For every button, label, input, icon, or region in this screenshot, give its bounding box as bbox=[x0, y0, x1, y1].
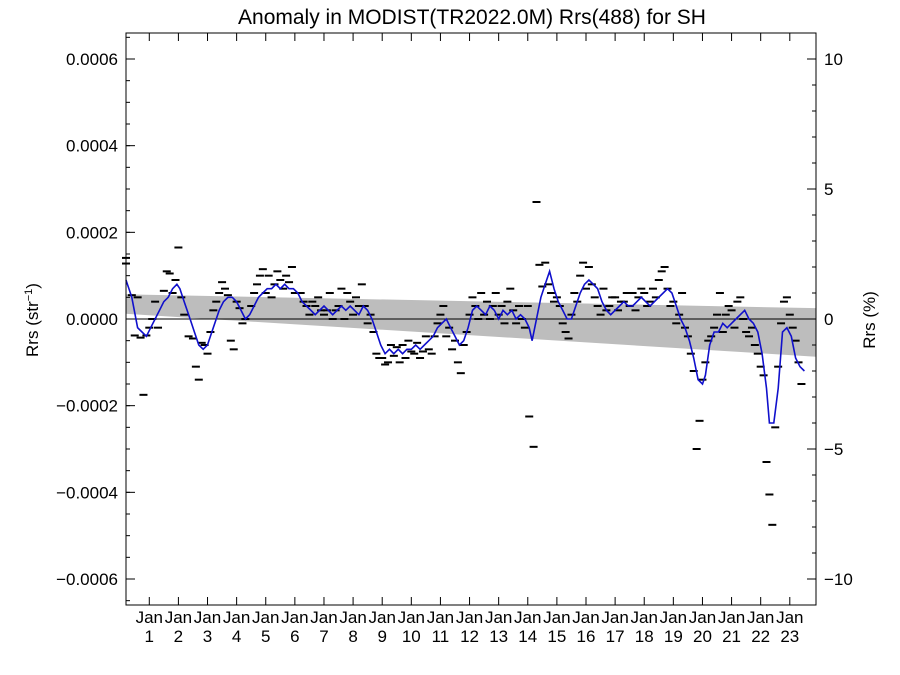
right-tick-label: −5 bbox=[824, 440, 843, 459]
x-tick-month-label: Jan bbox=[514, 608, 541, 627]
x-tick-month-label: Jan bbox=[223, 608, 250, 627]
left-axis: 0.0006 0.0004 0.0002 0.0000 −0.0002 −0.0004 −0… bbox=[56, 36, 135, 602]
x-tick-month-label: Jan bbox=[747, 608, 774, 627]
left-tick-label: −0.0004 bbox=[56, 483, 118, 502]
x-tick-month-label: Jan bbox=[165, 608, 192, 627]
left-tick-label: 0.0006 bbox=[66, 50, 118, 69]
x-tick-year-label: 11 bbox=[432, 627, 450, 646]
y-axis-label-left-end: ) bbox=[23, 283, 42, 289]
x-tick-month-label: Jan bbox=[194, 608, 221, 627]
left-tick-label: 0.0002 bbox=[66, 223, 118, 242]
x-tick-month-label: Jan bbox=[281, 608, 308, 627]
x-tick-year-label: 15 bbox=[547, 627, 566, 646]
left-tick-label: −0.0006 bbox=[56, 570, 118, 589]
x-tick-month-label: Jan bbox=[368, 608, 395, 627]
x-tick-month-label: Jan bbox=[543, 608, 570, 627]
x-tick-month-label: Jan bbox=[339, 608, 366, 627]
right-tick-label: 5 bbox=[824, 180, 833, 199]
left-tick-label: 0.0000 bbox=[66, 310, 118, 329]
x-tick-month-label: Jan bbox=[398, 608, 425, 627]
y-axis-label-right: Rrs (%) bbox=[860, 291, 879, 349]
x-tick-year-label: 7 bbox=[319, 627, 328, 646]
x-tick-year-label: 5 bbox=[261, 627, 270, 646]
x-tick-month-label: Jan bbox=[136, 608, 163, 627]
right-tick-label: −10 bbox=[824, 570, 853, 589]
chart-title: Anomaly in MODIST(TR2022.0M) Rrs(488) fo… bbox=[238, 6, 706, 29]
x-tick-year-label: 23 bbox=[780, 627, 799, 646]
x-tick-month-label: Jan bbox=[252, 608, 279, 627]
x-tick-month-label: Jan bbox=[631, 608, 658, 627]
x-tick-month-label: Jan bbox=[660, 608, 687, 627]
x-tick-month-label: Jan bbox=[601, 608, 628, 627]
x-tick-year-label: 18 bbox=[635, 627, 654, 646]
left-tick-label: 0.0004 bbox=[66, 137, 118, 156]
y-axis-label-left-sup: −1 bbox=[23, 289, 35, 302]
x-tick-year-label: 10 bbox=[402, 627, 421, 646]
right-tick-label: 0 bbox=[824, 310, 833, 329]
left-tick-label: −0.0002 bbox=[56, 397, 118, 416]
x-tick-month-label: Jan bbox=[427, 608, 454, 627]
x-tick-year-label: 22 bbox=[751, 627, 770, 646]
x-tick-year-label: 8 bbox=[348, 627, 357, 646]
x-tick-month-label: Jan bbox=[572, 608, 599, 627]
x-tick-year-label: 20 bbox=[693, 627, 712, 646]
uncertainty-band bbox=[126, 294, 816, 357]
x-tick-month-label: Jan bbox=[456, 608, 483, 627]
x-tick-year-label: 6 bbox=[290, 627, 299, 646]
x-tick-month-label: Jan bbox=[485, 608, 512, 627]
x-tick-year-label: 9 bbox=[377, 627, 386, 646]
right-tick-label: 10 bbox=[824, 50, 843, 69]
x-tick-year-label: 21 bbox=[722, 627, 741, 646]
x-tick-year-label: 4 bbox=[232, 627, 241, 646]
x-tick-month-label: Jan bbox=[689, 608, 716, 627]
y-axis-label-left: Rrs (str−1) bbox=[23, 283, 42, 357]
x-tick-year-label: 19 bbox=[664, 627, 683, 646]
series-line bbox=[125, 268, 805, 424]
x-tick-month-label: Jan bbox=[718, 608, 745, 627]
x-tick-year-label: 3 bbox=[203, 627, 212, 646]
smoothed-series bbox=[125, 268, 805, 424]
x-tick-year-label: 16 bbox=[577, 627, 596, 646]
x-tick-year-label: 12 bbox=[460, 627, 479, 646]
x-tick-month-label: Jan bbox=[310, 608, 337, 627]
x-axis: Jan1Jan2Jan3Jan4Jan5Jan6Jan7Jan8Jan9Jan1… bbox=[136, 33, 804, 646]
uncertainty-band-area bbox=[126, 294, 816, 357]
x-tick-month-label: Jan bbox=[776, 608, 803, 627]
data-markers bbox=[122, 201, 806, 526]
x-tick-year-label: 13 bbox=[489, 627, 508, 646]
right-axis: 10 5 0 −5 −10 bbox=[807, 32, 853, 606]
x-tick-year-label: 14 bbox=[518, 627, 537, 646]
y-axis-label-left-base: Rrs (str bbox=[23, 301, 42, 357]
x-tick-year-label: 17 bbox=[606, 627, 625, 646]
x-tick-year-label: 1 bbox=[145, 627, 154, 646]
x-tick-year-label: 2 bbox=[174, 627, 183, 646]
